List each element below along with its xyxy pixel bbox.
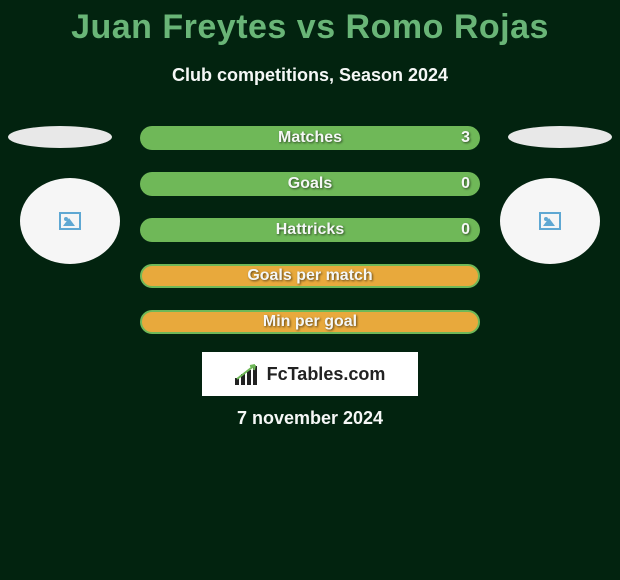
stat-row-matches: Matches 3 <box>140 126 480 150</box>
stat-row-goals-per-match: Goals per match <box>140 264 480 288</box>
subtitle: Club competitions, Season 2024 <box>0 65 620 86</box>
stat-value-right: 0 <box>461 175 470 193</box>
stat-label: Goals per match <box>247 267 372 285</box>
player-avatar-right <box>500 178 600 264</box>
stat-value-right: 3 <box>461 129 470 147</box>
stat-row-hattricks: Hattricks 0 <box>140 218 480 242</box>
stat-label: Goals <box>288 175 332 193</box>
brand-arrow-icon <box>235 363 261 385</box>
stat-label: Matches <box>278 129 342 147</box>
image-placeholder-icon <box>59 212 81 230</box>
image-placeholder-icon <box>539 212 561 230</box>
stats-container: Matches 3 Goals 0 Hattricks 0 Goals per … <box>140 126 480 356</box>
infographic: Juan Freytes vs Romo Rojas Club competit… <box>0 0 620 580</box>
stat-row-goals: Goals 0 <box>140 172 480 196</box>
date-label: 7 november 2024 <box>0 408 620 429</box>
brand-barchart-icon <box>235 363 261 385</box>
brand-text: FcTables.com <box>267 364 386 385</box>
stat-label: Min per goal <box>263 313 357 331</box>
player-ellipse-left <box>8 126 112 148</box>
player-avatar-left <box>20 178 120 264</box>
player-ellipse-right <box>508 126 612 148</box>
page-title: Juan Freytes vs Romo Rojas <box>0 0 620 47</box>
stat-row-min-per-goal: Min per goal <box>140 310 480 334</box>
stat-label: Hattricks <box>276 221 344 239</box>
brand-box: FcTables.com <box>202 352 418 396</box>
stat-value-right: 0 <box>461 221 470 239</box>
